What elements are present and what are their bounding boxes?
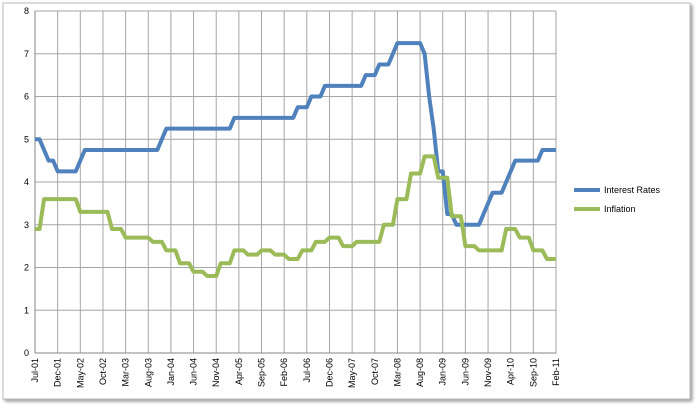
x-tick-label: Feb-06 [279,358,289,387]
series-line [35,154,556,279]
y-tick-label: 8 [24,6,29,16]
y-tick-label: 3 [24,220,29,230]
x-tick-label: Dec-06 [324,358,334,387]
x-tick-label: Mar-03 [121,358,131,387]
x-tick-label: Apr-05 [234,358,244,385]
x-tick-label: Oct-07 [370,358,380,385]
x-tick-label: Sep-10 [528,358,538,387]
x-tick-label: Feb-11 [551,358,561,386]
x-tick-label: Dec-01 [53,358,63,387]
x-tick-label: Jun-04 [189,358,199,386]
x-tick-label: May-02 [75,358,85,388]
y-tick-label: 2 [24,263,29,273]
x-tick-label: Jan-04 [166,358,176,386]
x-tick-label: Nov-04 [211,358,221,387]
frame [2,2,691,400]
y-tick-label: 5 [24,134,29,144]
legend-label: Interest Rates [604,185,661,195]
y-tick-label: 0 [24,348,29,358]
x-tick-label: Jul-06 [302,358,312,383]
x-tick-label: Sep-05 [257,358,267,387]
y-tick-label: 7 [24,49,29,59]
legend-label: Inflation [604,204,636,214]
x-tick-label: Apr-10 [506,358,516,385]
y-tick-label: 4 [24,177,29,187]
x-tick-label: Nov-09 [483,358,493,387]
x-tick-label: Jan-09 [438,358,448,386]
x-tick-label: Jul-01 [30,358,40,383]
series-line [35,41,556,227]
x-tick-label: Aug-03 [143,358,153,387]
x-tick-label: May-07 [347,358,357,388]
y-tick-label: 6 [24,92,29,102]
x-tick-label: Jun-09 [460,358,470,386]
y-tick-label: 1 [24,305,29,315]
x-tick-label: Oct-02 [98,358,108,385]
x-tick-label: Mar-08 [392,358,402,387]
x-tick-label: Aug-08 [415,358,425,387]
